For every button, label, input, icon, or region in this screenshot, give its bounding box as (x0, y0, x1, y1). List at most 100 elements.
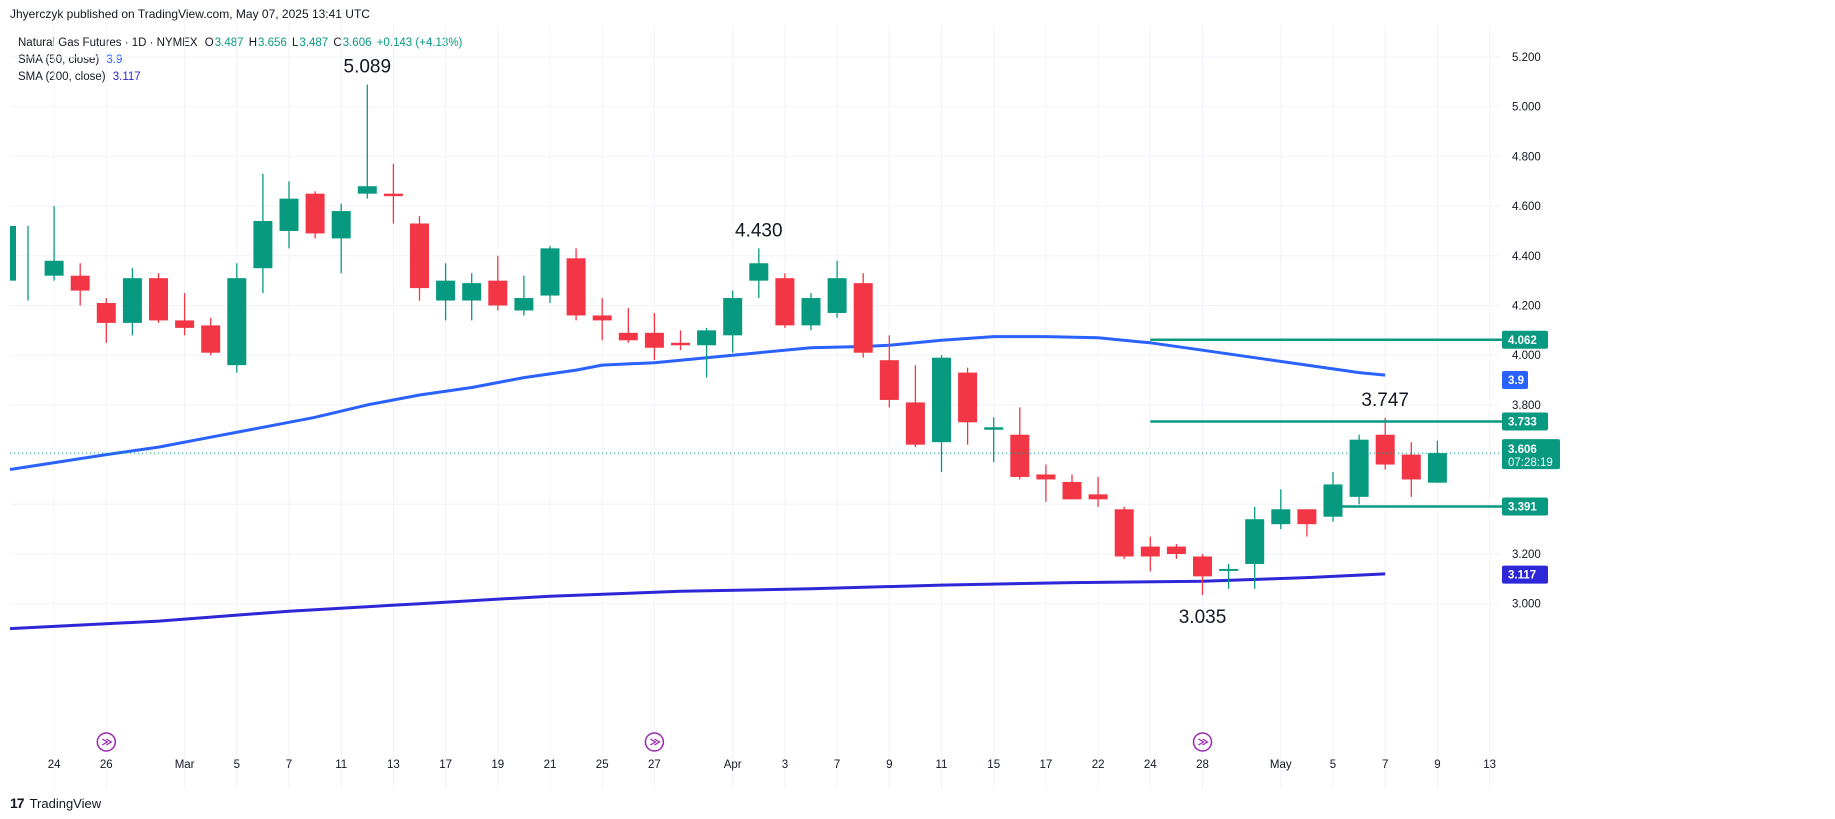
x-tick-label: May (1270, 759, 1292, 771)
y-tick-label: 5.200 (1512, 52, 1541, 64)
candle-body (618, 332, 638, 341)
candle-body (1375, 434, 1395, 465)
sma200-line (9, 572, 1386, 631)
sma50-series (9, 335, 1386, 471)
candle-body (592, 315, 612, 321)
candle-body (1140, 546, 1160, 557)
candle (149, 273, 168, 323)
x-tick-label: Apr (724, 759, 742, 771)
candle (566, 248, 586, 321)
candle (984, 417, 1004, 463)
tradingview-brand[interactable]: 17 TradingView (10, 795, 101, 811)
candle (1401, 442, 1421, 497)
candle-body (201, 325, 221, 353)
candle (879, 335, 899, 408)
candle (1297, 509, 1317, 537)
level-tag (1502, 497, 1548, 516)
x-tick-label: 3 (782, 759, 788, 771)
candle-body (149, 278, 168, 321)
candle (801, 293, 821, 331)
y-tick-label: 3.800 (1512, 400, 1541, 412)
price-annotation: 3.747 (1361, 390, 1409, 411)
x-tick-label: 9 (886, 759, 892, 771)
candle (1349, 434, 1369, 505)
x-tick-label: 13 (1483, 759, 1496, 771)
candle-body (1271, 509, 1291, 525)
brand-name: TradingView (29, 795, 102, 811)
candle (958, 367, 978, 445)
x-tick-label: 26 (100, 759, 113, 771)
y-tick-label: 3.000 (1512, 599, 1541, 611)
current-price-tag (1502, 439, 1560, 470)
candle-body (905, 402, 925, 445)
candle (1036, 464, 1056, 502)
sma50-line (9, 335, 1386, 471)
candle-body (1010, 434, 1030, 477)
candle (1427, 440, 1447, 483)
candle (410, 216, 429, 301)
level-tag-label: 3.391 (1508, 502, 1537, 514)
candle (44, 206, 64, 281)
candle-body (932, 357, 951, 443)
event-marker-icon (96, 732, 117, 752)
candle (1140, 536, 1160, 572)
candle (1166, 544, 1186, 559)
y-tick-label: 3.200 (1512, 549, 1541, 561)
candle-body (879, 360, 899, 400)
candle (618, 307, 638, 343)
candle (1375, 418, 1395, 470)
candle-body (697, 330, 717, 346)
grid (10, 25, 1500, 790)
candle (1219, 563, 1239, 589)
candle (853, 273, 873, 358)
level-tag-label: 3.733 (1508, 417, 1537, 429)
candle-body (1219, 568, 1239, 571)
sma200-value: 3.117 (112, 71, 141, 83)
low-value: 3.487 (299, 37, 329, 49)
candle (827, 260, 847, 318)
y-tick-label: 4.000 (1512, 350, 1541, 362)
candle (1193, 554, 1212, 596)
price-tag-label: 3.117 (1508, 570, 1536, 582)
candles (10, 84, 1447, 596)
sma200-series (9, 572, 1386, 631)
event-markers (96, 732, 1213, 752)
price-tag-label: 3.9 (1508, 375, 1524, 387)
x-tick-label: 17 (439, 759, 452, 771)
candle-body (540, 248, 560, 296)
candle (1010, 407, 1030, 480)
x-tick-label: 25 (596, 759, 609, 771)
x-axis[interactable]: 24 26 Mar 5 7 11 13 17 19 21 25 27 Apr 3 7 9 11 15 17 22 24 2… (48, 759, 1496, 771)
candle (96, 298, 116, 343)
legend-sma200-row[interactable]: SMA (200, close) 3.117 (18, 69, 462, 86)
candle-body (853, 283, 873, 353)
y-tick-label: 4.200 (1512, 301, 1541, 313)
candle (514, 275, 534, 316)
candle (253, 173, 273, 294)
candle-body (253, 221, 273, 269)
candle-body (488, 280, 508, 306)
candle-body (1349, 439, 1369, 497)
candle (540, 245, 560, 304)
candle-body (175, 320, 195, 328)
candle-body (801, 298, 821, 326)
candle (644, 312, 664, 361)
candle-body (984, 427, 1004, 430)
current-price-label: 3.606 (1508, 444, 1537, 456)
price-chart[interactable]: 5.089 4.430 3.747 3.035 5.200 5.000 4.800 4.60… (0, 0, 1835, 790)
publisher-line: Jhyerczyk published on TradingView.com, … (10, 7, 370, 21)
candle-body (1323, 484, 1343, 517)
candle (1323, 471, 1343, 522)
candle-body (44, 260, 64, 276)
candle (305, 191, 325, 239)
x-tick-label: 9 (1434, 759, 1440, 771)
price-annotation: 5.089 (344, 57, 392, 78)
candle-body (1036, 474, 1056, 480)
candle (10, 225, 29, 301)
candle (357, 84, 377, 199)
candle (122, 268, 142, 336)
candle (592, 298, 612, 341)
x-tick-label: 5 (234, 759, 240, 771)
candle-body (1245, 519, 1265, 564)
